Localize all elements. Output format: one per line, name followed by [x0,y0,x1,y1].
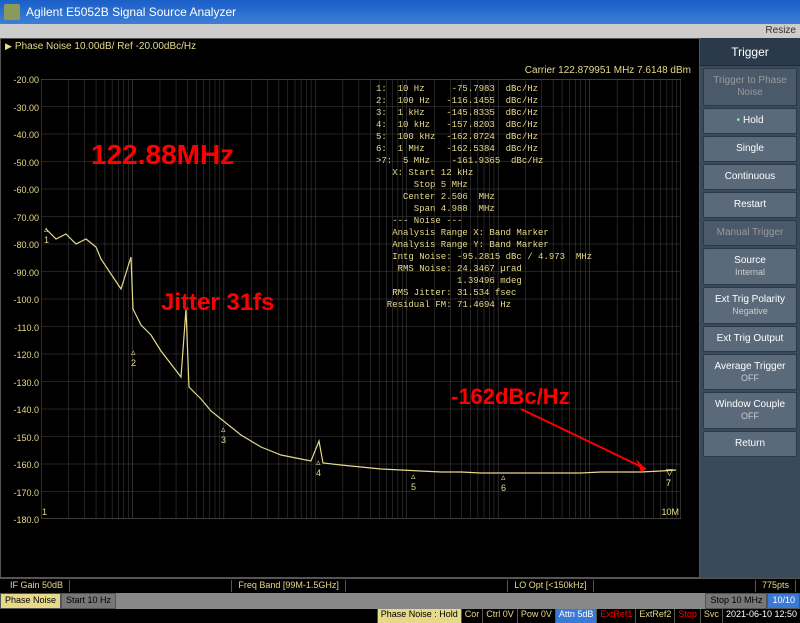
sidebar-btn-average-trigger[interactable]: Average TriggerOFF [703,354,797,391]
marker-5: ▵5 [411,471,416,492]
marker-4: ▵4 [316,457,321,478]
extref1-status: ExtRef1 [596,609,635,623]
marker-readout: 1: 10 Hz -75.7983 dBc/Hz 2: 100 Hz -116.… [376,83,592,311]
sidebar-btn-single[interactable]: Single [703,136,797,162]
sidebar-btn-continuous[interactable]: Continuous [703,164,797,190]
marker-2: ▵2 [131,347,136,368]
y-tick-label: -160.0 [5,460,39,470]
marker-3: ▵3 [221,424,226,445]
x-start-label: 1 [42,507,47,517]
datetime: 2021-06-10 12:50 [722,609,800,623]
y-tick-label: -90.00 [5,268,39,278]
sidebar-btn-window-couple[interactable]: Window CoupleOFF [703,392,797,429]
y-tick-label: -70.00 [5,213,39,223]
sidebar-btn-ext-trig-polarity[interactable]: Ext Trig PolarityNegative [703,287,797,324]
sidebar-btn-trigger-to-phase-noise: Trigger to Phase Noise [703,68,797,106]
y-tick-label: -140.0 [5,405,39,415]
titlebar: Agilent E5052B Signal Source Analyzer [0,0,800,24]
sweep-count: 10/10 [767,593,800,609]
y-tick-label: -130.0 [5,378,39,388]
arrow-icon [511,404,656,479]
y-tick-label: -110.0 [5,323,39,333]
main-area: ▶ Phase Noise 10.00dB/ Ref -20.00dBc/Hz … [0,38,800,578]
y-tick-label: -150.0 [5,433,39,443]
start-freq[interactable]: Start 10 Hz [61,593,116,609]
y-tick-label: -30.00 [5,103,39,113]
resize-label[interactable]: Resize [0,24,800,38]
sidebar-btn-source[interactable]: SourceInternal [703,248,797,285]
lo-opt: LO Opt [<150kHz] [508,580,593,592]
plot-header: ▶ Phase Noise 10.00dB/ Ref -20.00dBc/Hz [5,41,196,52]
y-tick-label: -170.0 [5,488,39,498]
sidebar-btn-hold[interactable]: Hold [703,108,797,134]
sidebar-btn-return[interactable]: Return [703,431,797,457]
bottom-bar: IF Gain 50dB Freq Band [99M-1.5GHz] LO O… [0,578,800,623]
plot-area: ▶ Phase Noise 10.00dB/ Ref -20.00dBc/Hz … [0,38,700,578]
plot-title: Phase Noise 10.00dB/ Ref -20.00dBc/Hz [15,41,196,52]
status-row-3: Phase Noise : Hold Cor Ctrl 0V Pow 0V At… [0,609,800,623]
svc-status: Svc [700,609,722,623]
ctrl-status: Ctrl 0V [482,609,517,623]
carrier-info: Carrier 122.879951 MHz 7.6148 dBm [525,65,691,76]
y-axis: -20.00-30.00-40.00-50.00-60.00-70.00-80.… [3,79,41,519]
freq-band: Freq Band [99M-1.5GHz] [232,580,346,592]
marker-6: ▵6 [501,472,506,493]
sidebar-btn-restart[interactable]: Restart [703,192,797,218]
pts: 775pts [756,580,796,592]
status-row-1: IF Gain 50dB Freq Band [99M-1.5GHz] LO O… [0,579,800,593]
annotation-freq: 122.88MHz [91,139,234,171]
annotation-jitter: Jitter 31fs [161,289,274,317]
sidebar: Trigger Trigger to Phase NoiseHoldSingle… [700,38,800,578]
x-end-label: 10M [661,507,679,517]
marker-7: ▽7 [666,467,673,488]
pow-status: Pow 0V [517,609,555,623]
app-icon [4,4,20,20]
y-tick-label: -20.00 [5,75,39,85]
if-gain: IF Gain 50dB [4,580,70,592]
sidebar-btn-manual-trigger: Manual Trigger [703,220,797,246]
y-tick-label: -100.0 [5,295,39,305]
cor-status: Cor [461,609,483,623]
marker-1: ▵1 [44,224,49,245]
hold-status: Phase Noise : Hold [377,609,461,623]
sidebar-title: Trigger [700,38,800,66]
phase-noise-tab[interactable]: Phase Noise [0,593,61,609]
y-tick-label: -80.00 [5,240,39,250]
window-title: Agilent E5052B Signal Source Analyzer [26,5,236,19]
y-tick-label: -40.00 [5,130,39,140]
arrow-up-icon[interactable]: ▶ [5,41,12,52]
stop-status: Stop [674,609,700,623]
extref2-status: ExtRef2 [635,609,674,623]
attn-status: Attn 5dB [555,609,597,623]
y-tick-label: -180.0 [5,515,39,525]
stop-freq[interactable]: Stop 10 MHz [705,593,767,609]
y-tick-label: -60.00 [5,185,39,195]
sidebar-btn-ext-trig-output[interactable]: Ext Trig Output [703,326,797,352]
status-row-2: Phase Noise Start 10 Hz Stop 10 MHz 10/1… [0,593,800,609]
y-tick-label: -120.0 [5,350,39,360]
y-tick-label: -50.00 [5,158,39,168]
